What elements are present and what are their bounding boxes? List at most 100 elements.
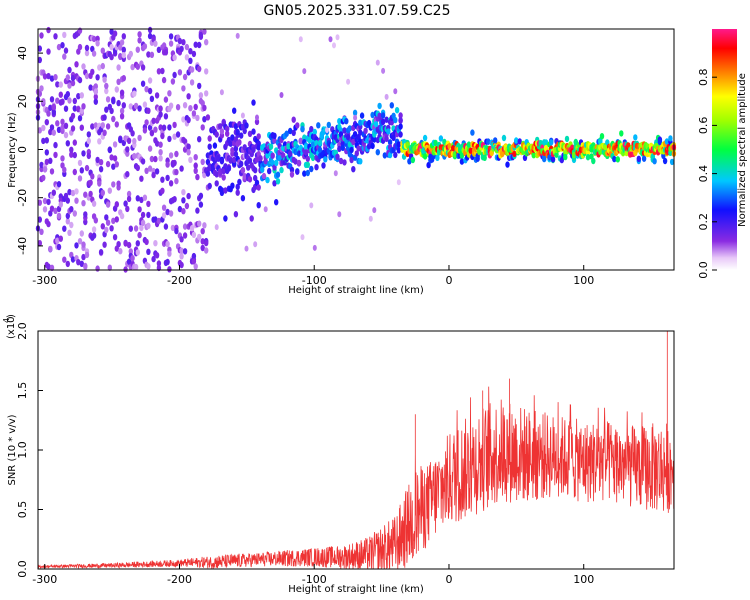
spectrogram-cell [237, 178, 242, 186]
spectrogram-cell [352, 131, 358, 138]
spectrogram-cell [56, 243, 62, 251]
spectrogram-cell [144, 238, 149, 246]
spectrogram-cell [70, 125, 76, 132]
spectrogram-cell [256, 184, 261, 191]
spectrogram-cell [49, 75, 55, 82]
spectrogram-cell [154, 168, 160, 175]
spectrogram-cell [121, 46, 127, 53]
spectrogram-cell [163, 49, 169, 56]
spectrogram-cell [79, 230, 85, 237]
spectrogram-cell [160, 176, 165, 183]
snr-x-ticks: -300 -200 -100 0 100 [32, 564, 594, 586]
spectrogram-cell [505, 161, 510, 168]
spectrogram-cell [118, 248, 123, 255]
spectrogram-cell [370, 111, 375, 119]
colorbar-label: Normalized spectral amplitude [737, 73, 748, 227]
spectrogram-cell [207, 182, 212, 190]
spectrogram-cell [79, 124, 85, 131]
spectrogram-cell [377, 112, 382, 120]
spectrogram-cell [198, 92, 204, 99]
spectrogram-cell [168, 180, 174, 187]
spectrogram-cell [146, 211, 151, 219]
spectrogram-cell [175, 131, 181, 138]
spectrogram-cell [119, 89, 125, 96]
spectrogram-cell [652, 158, 657, 165]
spectrogram-cell [67, 66, 72, 74]
spectrogram-cell [380, 112, 386, 119]
spectrogram-cell [119, 107, 125, 115]
spectrogram-cell [240, 195, 246, 202]
spectrogram-cell [128, 248, 133, 255]
spectrogram-cell [39, 161, 44, 169]
spectrogram-cell [137, 37, 142, 44]
spectrogram-cell [202, 104, 207, 112]
spectrogram-cell [121, 102, 127, 109]
spectrogram-cell [65, 218, 71, 225]
spectrogram-cell [347, 125, 352, 132]
spectrogram-cell [335, 153, 340, 160]
spectrogram-cell [51, 189, 56, 196]
spectrogram-cell [105, 123, 111, 130]
spectrogram-cell [358, 158, 363, 165]
spectrogram-cell [81, 150, 86, 157]
spectrogram-cell [214, 224, 219, 231]
spectrogram-cell [72, 210, 78, 217]
spectrogram-cell [58, 235, 63, 242]
spectrogram-cell [179, 253, 184, 260]
spectrogram-cell [39, 85, 44, 92]
spectrogram-cell [381, 67, 386, 74]
spectrogram-cell [41, 174, 46, 182]
spectrogram-cell [60, 118, 65, 126]
spectrogram-cell [107, 187, 113, 194]
spectrogram-cell [197, 233, 202, 241]
spectrogram-cell [149, 155, 155, 163]
spectrogram-x-tick-label: -100 [302, 274, 327, 287]
spectrogram-cell [239, 160, 244, 168]
spectrogram-cell [353, 114, 358, 121]
spectrogram-cell [337, 118, 342, 125]
spectrogram-cell [387, 139, 393, 146]
spectrogram-cell [181, 85, 186, 92]
spectrogram-cell [130, 130, 135, 137]
colorbar-tick-label: 0.8 [697, 68, 710, 86]
spectrogram-cell [384, 116, 389, 123]
spectrogram-cell [435, 154, 440, 161]
spectrogram-cell [98, 249, 104, 256]
spectrogram-cell [65, 91, 71, 98]
spectrogram-cell [105, 219, 111, 226]
spectrogram-cell [372, 136, 377, 143]
spectrogram-cell [664, 138, 670, 145]
spectrogram-cell [265, 176, 270, 184]
spectrogram-cell [140, 211, 146, 219]
spectrogram-cell [60, 124, 65, 131]
spectrogram-cell [39, 228, 44, 235]
spectrogram-cell [146, 200, 151, 208]
spectrogram-cell [240, 167, 246, 174]
spectrogram-cell [147, 77, 153, 84]
spectrogram-cell [104, 87, 109, 95]
spectrogram-cell [133, 225, 139, 232]
spectrogram-cell [77, 27, 83, 34]
spectrogram-cell [321, 162, 326, 169]
spectrogram-cell [97, 64, 102, 71]
spectrogram-cell [270, 152, 275, 159]
spectrogram-cell [275, 178, 281, 185]
spectrogram-cell [211, 164, 216, 171]
spectrogram-cell [323, 156, 328, 163]
spectrogram-cell [37, 56, 42, 64]
colorbar-gradient [712, 29, 737, 270]
spectrogram-cell [253, 241, 258, 248]
spectrogram-cell [165, 258, 170, 266]
spectrogram-cell [137, 31, 142, 38]
spectrogram-cell [135, 46, 140, 53]
spectrogram-cell [249, 215, 254, 222]
spectrogram-cell [172, 196, 177, 203]
spectrogram-cell [309, 125, 314, 133]
spectrogram-cell [181, 116, 186, 123]
spectrogram-cell [603, 144, 608, 151]
spectrogram-cell [146, 263, 151, 270]
spectrogram-cell [149, 130, 155, 137]
spectrogram-cell [165, 161, 170, 168]
spectrogram-cell [167, 250, 172, 257]
spectrogram-cell [197, 220, 202, 227]
